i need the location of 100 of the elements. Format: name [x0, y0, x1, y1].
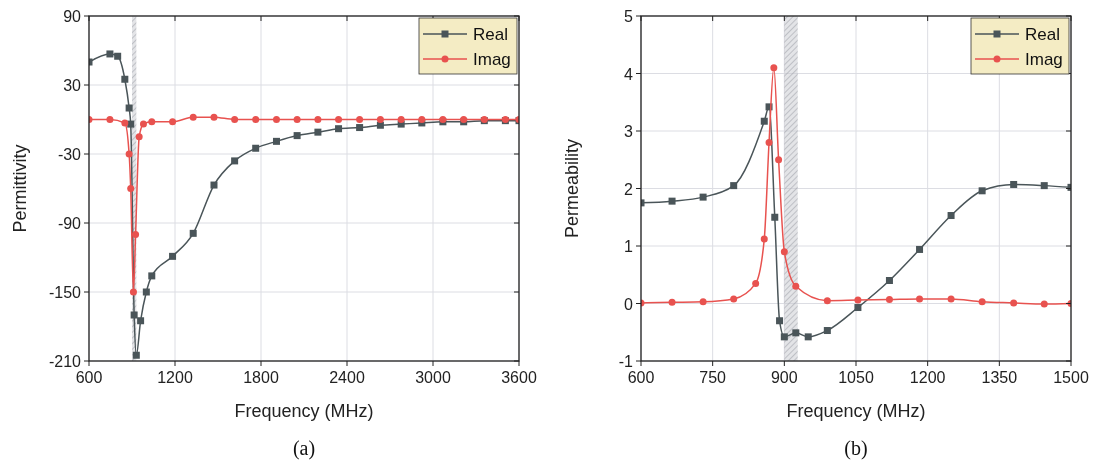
x-tick-label: 600 — [627, 369, 655, 386]
point — [293, 116, 301, 123]
point — [885, 295, 893, 303]
point — [148, 118, 156, 126]
point — [314, 128, 322, 136]
point — [418, 116, 426, 123]
point — [947, 212, 955, 220]
point — [770, 64, 778, 72]
point — [231, 116, 239, 123]
point — [947, 295, 955, 303]
point — [668, 298, 676, 306]
y-tick-label: 0 — [624, 295, 634, 313]
x-tick-label: 600 — [75, 369, 103, 386]
x-tick-label: 900 — [770, 369, 798, 386]
point — [780, 248, 788, 256]
point — [668, 197, 676, 205]
x-tick-label: 1800 — [243, 369, 279, 386]
point — [272, 116, 280, 123]
point — [121, 119, 129, 127]
point — [792, 329, 800, 337]
legend-label: Real — [1025, 25, 1060, 44]
legend-label: Imag — [1025, 50, 1063, 69]
point — [978, 187, 986, 195]
point — [252, 144, 260, 152]
point — [169, 118, 177, 126]
point — [760, 235, 768, 243]
point — [730, 182, 738, 190]
point — [776, 317, 784, 325]
point — [916, 245, 924, 253]
point — [189, 113, 197, 121]
x-tick-label: 750 — [699, 369, 727, 386]
point — [854, 296, 862, 304]
point — [752, 279, 760, 287]
y-tick-label: -1 — [618, 353, 634, 370]
point — [121, 75, 129, 83]
point — [356, 116, 364, 123]
y-tick-label: 1 — [624, 238, 634, 255]
y-axis-title: Permittivity — [10, 144, 30, 233]
point — [730, 295, 738, 303]
x-tick-label: 1200 — [909, 369, 946, 386]
point — [916, 295, 924, 303]
point — [699, 298, 707, 306]
point — [1040, 182, 1048, 190]
point — [139, 120, 147, 128]
point — [804, 333, 812, 341]
legend-label: Real — [473, 25, 508, 44]
point — [335, 125, 343, 133]
point — [293, 132, 301, 140]
y-axis-title: Permeability — [562, 138, 582, 239]
point — [978, 298, 986, 306]
point — [1010, 180, 1018, 188]
y-tick-label: -210 — [48, 353, 82, 370]
y-tick-label: 30 — [63, 77, 82, 94]
point — [106, 116, 114, 123]
point — [272, 137, 280, 145]
point — [114, 52, 122, 60]
point — [376, 116, 384, 123]
point — [125, 104, 133, 112]
point — [252, 116, 260, 123]
point — [699, 193, 707, 201]
point — [1010, 299, 1018, 307]
y-tick-label: -90 — [57, 215, 82, 232]
point — [314, 116, 322, 123]
point — [137, 317, 145, 325]
point — [231, 157, 239, 165]
point — [127, 185, 135, 192]
point — [142, 288, 150, 296]
point — [148, 272, 156, 280]
point — [397, 116, 405, 123]
point — [189, 229, 197, 237]
point — [130, 311, 138, 319]
point — [169, 252, 177, 260]
point — [135, 133, 143, 141]
point — [210, 113, 218, 121]
point — [132, 351, 140, 359]
point — [765, 139, 773, 146]
point — [129, 288, 137, 296]
x-tick-label: 1200 — [157, 369, 193, 386]
y-tick-label: 4 — [624, 65, 634, 83]
point — [106, 50, 114, 58]
point — [125, 150, 133, 158]
y-tick-label: 5 — [624, 8, 634, 25]
point — [823, 327, 831, 335]
point — [127, 120, 135, 128]
point — [335, 116, 343, 123]
text: (b) — [844, 437, 868, 460]
y-tick-label: 3 — [624, 123, 634, 140]
point — [1040, 300, 1048, 308]
x-axis-title: Frequency (MHz) — [786, 401, 926, 421]
point — [775, 156, 783, 164]
point — [132, 231, 140, 238]
point — [210, 181, 218, 189]
point — [885, 277, 893, 284]
x-tick-label: 2400 — [329, 369, 365, 386]
point — [780, 333, 788, 341]
point — [823, 297, 831, 305]
point — [792, 282, 800, 290]
x-tick-label: 1050 — [838, 369, 874, 386]
x-tick-label: 3600 — [501, 369, 537, 386]
point — [376, 121, 384, 129]
